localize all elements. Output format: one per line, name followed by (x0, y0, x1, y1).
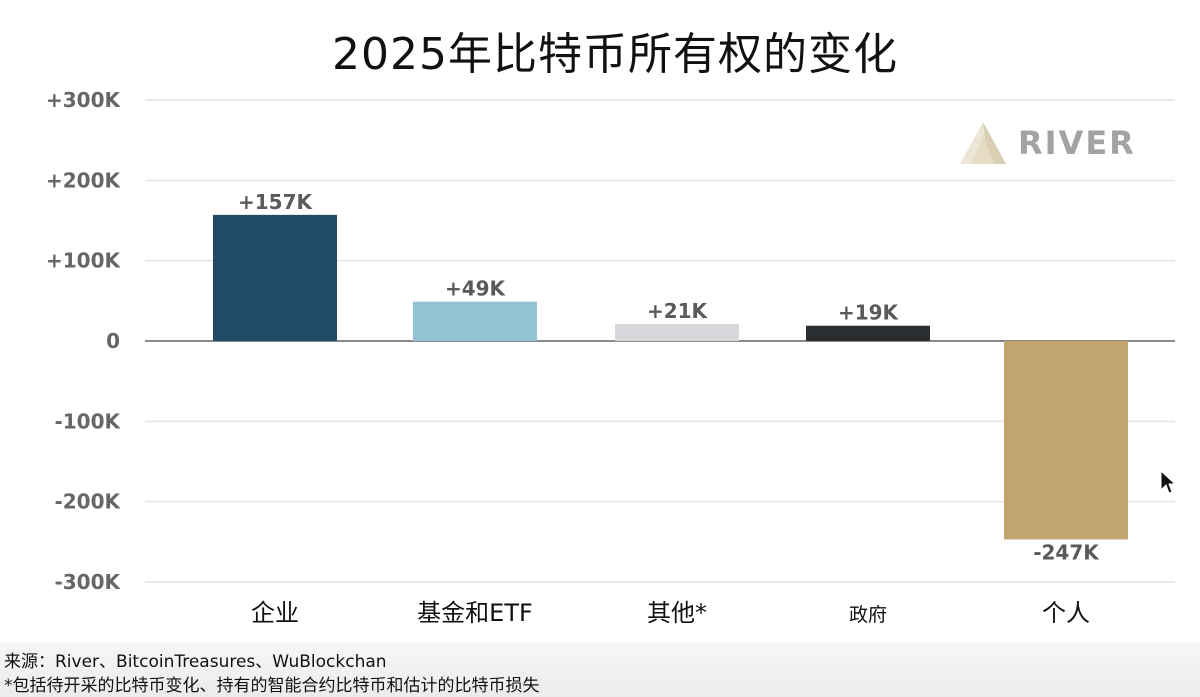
chart-title: 2025年比特币所有权的变化 (332, 29, 898, 80)
y-tick-label: +200K (46, 168, 122, 192)
bars (213, 214, 1128, 540)
y-tick-label: 0 (106, 329, 120, 353)
category-label-0: 企业 (251, 599, 299, 627)
category-label-2: 其他* (647, 599, 707, 627)
y-tick-label: -200K (54, 490, 121, 514)
data-label-4: -247K (1033, 540, 1100, 564)
category-label-3: 政府 (849, 604, 887, 626)
bar-1 (413, 301, 537, 341)
bar-3 (806, 325, 930, 341)
y-tick-label: +300K (46, 88, 122, 112)
bar-0 (213, 214, 337, 341)
category-label-1: 基金和ETF (417, 599, 533, 627)
data-label-3: +19K (838, 301, 900, 325)
source-note: 来源：River、BitcoinTreasures、WuBlockchan (4, 652, 387, 672)
bar-2 (615, 324, 739, 341)
bar-4 (1004, 341, 1128, 540)
y-tick-label: +100K (46, 249, 122, 273)
river-logo: RIVER (958, 120, 1148, 170)
data-labels: +157K +49K +21K +19K -247K (238, 190, 1100, 565)
y-tick-label: -300K (54, 570, 121, 594)
data-label-1: +49K (445, 277, 507, 301)
mouse-pointer-icon (1160, 470, 1176, 494)
data-label-0: +157K (238, 190, 314, 214)
y-tick-label: -100K (54, 409, 121, 433)
footer: 来源：River、BitcoinTreasures、WuBlockchan *包… (0, 643, 1200, 697)
brand-name: RIVER (1018, 124, 1136, 162)
asterisk-note: *包括待开采的比特币变化、持有的智能合约比特币和估计的比特币损失 (4, 676, 540, 696)
category-label-4: 个人 (1042, 599, 1090, 627)
y-axis-ticks: +300K +200K +100K 0 -100K -200K -300K (46, 88, 122, 594)
river-mountain-icon (960, 122, 1006, 164)
x-axis-categories: 企业 基金和ETF 其他* 政府 个人 (251, 599, 1090, 627)
data-label-2: +21K (647, 299, 709, 323)
